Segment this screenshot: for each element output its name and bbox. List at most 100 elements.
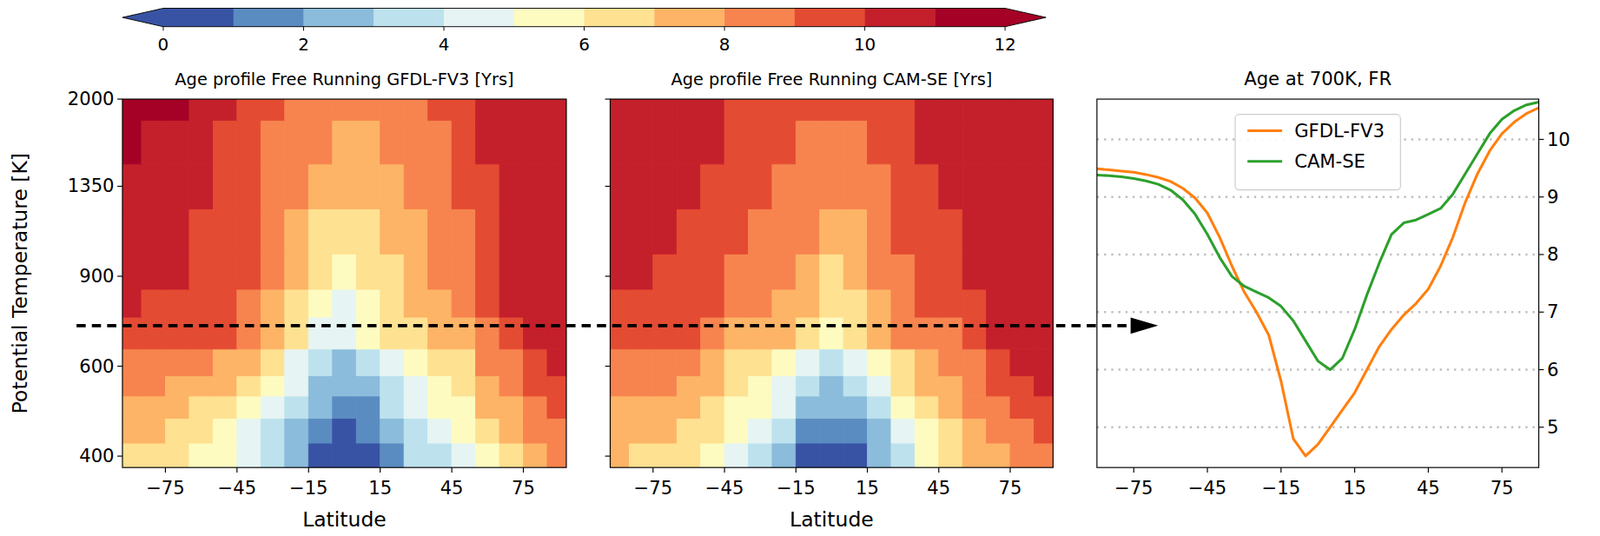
heatmap-cell	[1033, 317, 1053, 350]
heatmap-cell	[819, 418, 844, 443]
heatmap-cell	[700, 349, 725, 377]
heatmap-cell	[962, 120, 986, 165]
y-tick	[1539, 196, 1545, 198]
heatmap-cell	[237, 442, 261, 468]
colorbar-tick	[303, 26, 305, 32]
heatmap-cell	[141, 349, 166, 377]
heatmap-cell	[867, 209, 892, 255]
heatmap-cell	[747, 442, 772, 468]
heatmap-cell	[700, 209, 725, 255]
heatmap-cell	[676, 253, 701, 290]
heatmap-cell	[962, 396, 986, 419]
heatmap-cell	[451, 349, 476, 377]
heatmap-cell	[547, 99, 567, 121]
heatmap-cell	[165, 349, 189, 377]
y-tick	[1539, 253, 1545, 255]
heatmap-cell	[499, 209, 523, 255]
heatmap-cell	[653, 349, 677, 377]
heatmap-cell	[747, 209, 772, 255]
colorbar-level	[373, 8, 444, 27]
colorbar-tick	[864, 26, 866, 32]
heatmap-cell	[523, 418, 548, 443]
y-tick-label: 7	[1547, 300, 1559, 323]
heatmap-cell	[891, 164, 915, 210]
x-tick	[379, 467, 381, 473]
heatmap-cell	[1010, 418, 1034, 443]
heatmap-cell	[332, 120, 357, 165]
heatmap-cell	[1010, 253, 1034, 290]
heatmap-cell	[356, 209, 380, 255]
y-tick	[605, 275, 611, 277]
heatmap-cell	[499, 253, 523, 290]
heatmap-panel: −75−45−1515457540060090013502000Age prof…	[7, 69, 567, 533]
heatmap-cell	[795, 209, 820, 255]
heatmap-cell	[628, 418, 653, 443]
heatmap-cell	[772, 209, 796, 255]
heatmap-cell	[141, 289, 166, 318]
heatmap-cell	[938, 376, 963, 397]
colorbar-tick-label: 4	[438, 33, 450, 55]
heatmap-cell	[914, 317, 939, 350]
heatmap-cell	[747, 99, 772, 121]
y-tick-label: 2000	[67, 87, 115, 110]
heatmap-cell	[122, 253, 142, 290]
heatmap-cell	[1033, 396, 1053, 419]
colorbar-level	[303, 8, 374, 27]
heatmap-cell	[332, 442, 357, 468]
heatmap-cell	[332, 164, 357, 210]
heatmap-cell	[772, 253, 796, 290]
heatmap-cell	[380, 209, 404, 255]
heatmap-cell	[1010, 396, 1034, 419]
heatmap-cell	[914, 349, 939, 377]
x-tick	[1133, 467, 1135, 473]
heatmap-cell	[284, 253, 309, 290]
colorbar: 024681012	[122, 8, 1046, 55]
heatmap-cell	[476, 442, 500, 468]
heatmap-cell	[819, 289, 844, 318]
heatmap-cell	[653, 253, 677, 290]
heatmap-cell	[380, 396, 404, 419]
heatmap-cell	[724, 396, 748, 419]
legend-swatch	[1247, 159, 1283, 163]
heatmap-cell	[724, 317, 748, 350]
heatmap-cell	[547, 120, 567, 165]
heatmap-cell	[867, 349, 892, 377]
heatmap-cell	[891, 442, 915, 468]
heatmap-cell	[451, 396, 476, 419]
heatmap-cell	[122, 349, 142, 377]
heatmap-cell	[843, 418, 867, 443]
heatmap-cell	[308, 442, 332, 468]
heatmap-cell	[547, 376, 567, 397]
heatmap-cell	[1033, 442, 1053, 468]
heatmap-cell	[428, 289, 452, 318]
heatmap-cell	[986, 209, 1011, 255]
y-tick	[117, 98, 123, 100]
colorbar-outline	[122, 8, 1046, 27]
heatmap-cell	[499, 289, 523, 318]
heatmap-cell	[700, 418, 725, 443]
heatmap-cell	[165, 120, 189, 165]
heatmap-cell	[403, 253, 428, 290]
y-tick-label: 400	[79, 444, 114, 467]
heatmap-cell	[628, 442, 653, 468]
heatmap-cell	[212, 376, 237, 397]
heatmap-cell	[403, 99, 428, 121]
heatmap-cell	[843, 396, 867, 419]
heatmap-cell	[403, 164, 428, 210]
heatmap-cell	[819, 253, 844, 290]
heatmap-cell	[308, 317, 332, 350]
heatmap-cell	[237, 317, 261, 350]
heatmap-cell	[237, 396, 261, 419]
background	[0, 0, 1600, 536]
heatmap-cell	[237, 376, 261, 397]
heatmap-cell	[819, 442, 844, 468]
panel-title: Age profile Free Running CAM-SE [Yrs]	[670, 69, 992, 90]
heatmap-cell	[547, 442, 567, 468]
heatmap-cell	[772, 349, 796, 377]
heatmap-cell	[772, 396, 796, 419]
heatmap-cell	[260, 164, 285, 210]
heatmap-cell	[676, 289, 701, 318]
heatmap-cell	[700, 442, 725, 468]
x-tick-label: −15	[1261, 476, 1301, 499]
heatmap-cell	[747, 396, 772, 419]
